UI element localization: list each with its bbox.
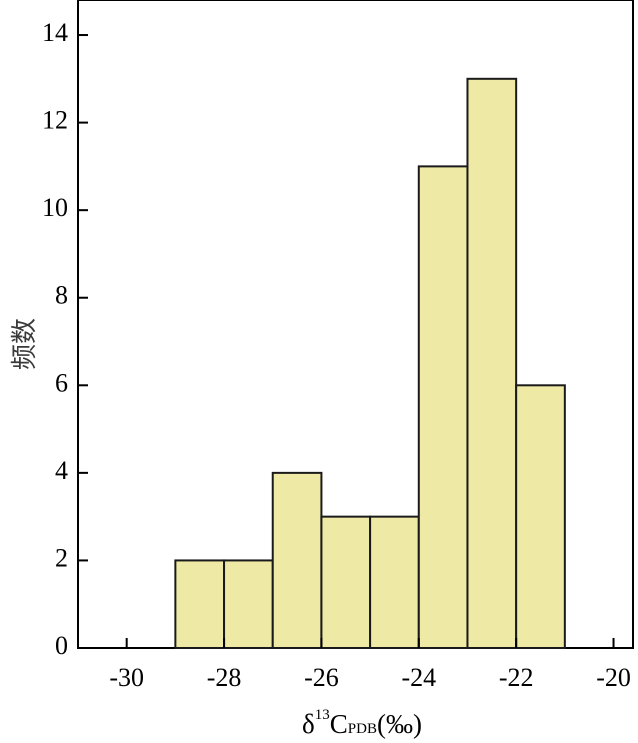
x-tick-label: -24 [401, 663, 436, 692]
histogram-bar-5 [417, 165, 469, 649]
y-tick-label: 4 [55, 456, 68, 485]
histogram-bar-1 [223, 559, 274, 649]
histogram-bar-0 [174, 559, 226, 649]
x-axis-label-element: C [330, 709, 348, 739]
y-tick-label: 0 [55, 631, 68, 660]
y-axis-label: 频数 [10, 318, 40, 370]
y-tick-label: 2 [55, 543, 68, 572]
x-axis-label-superscript: 13 [315, 707, 330, 723]
bars-group [174, 77, 566, 650]
x-tick-label: -22 [499, 663, 534, 692]
histogram-bar-2 [271, 471, 323, 649]
x-axis-label-subscript: PDB [348, 721, 377, 737]
x-tick-label: -28 [207, 663, 242, 692]
y-tick-label: 6 [55, 368, 68, 397]
x-axis-label-delta: δ [302, 709, 315, 739]
x-axis-label-unit: (‰) [377, 709, 422, 739]
histogram-bar-7 [515, 384, 566, 649]
histogram-bar-4 [369, 515, 420, 649]
y-tick-label: 14 [42, 18, 68, 47]
x-tick-label: -30 [109, 663, 144, 692]
x-axis-ticks: -30 -28 -26 -24 -22 -20 [109, 638, 631, 692]
histogram-bar-3 [320, 515, 372, 649]
y-axis-ticks: 0 2 4 6 8 10 12 14 [42, 18, 88, 660]
y-tick-label: 12 [42, 106, 68, 135]
y-tick-label: 8 [55, 281, 68, 310]
x-tick-label: -20 [596, 663, 631, 692]
x-axis-label: δ13CPDB(‰) [302, 707, 422, 739]
x-tick-label: -26 [304, 663, 339, 692]
y-tick-label: 10 [42, 193, 68, 222]
histogram-bar-6 [466, 77, 518, 650]
